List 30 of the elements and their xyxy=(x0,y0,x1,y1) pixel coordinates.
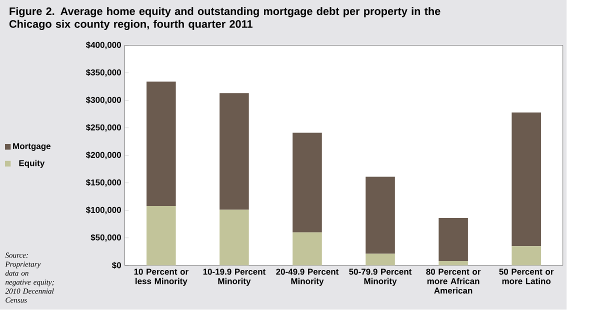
y-tick-label: $400,000 xyxy=(86,42,121,50)
bar xyxy=(220,93,249,210)
x-tick-label: 50-79.9 Percent Minority xyxy=(349,268,412,286)
bar xyxy=(512,246,541,266)
legend-label: Equity xyxy=(19,160,45,168)
bar xyxy=(438,218,468,262)
bar xyxy=(292,132,322,232)
bar xyxy=(366,176,395,254)
bar xyxy=(438,261,468,266)
bar xyxy=(146,206,176,266)
bar xyxy=(220,210,249,266)
bar xyxy=(292,232,322,266)
y-tick-label: $0 xyxy=(112,262,121,269)
y-tick-label: $300,000 xyxy=(86,96,121,104)
bar xyxy=(366,254,395,266)
y-tick-label: $250,000 xyxy=(86,124,121,132)
y-tick-label: $100,000 xyxy=(86,206,121,214)
y-tick-label: $200,000 xyxy=(86,152,121,160)
bar xyxy=(512,112,541,246)
bar xyxy=(146,82,176,206)
x-tick-label: 50 Percent or more Latino xyxy=(499,268,554,284)
legend-label: Mortgage xyxy=(13,143,51,151)
y-tick-label: $350,000 xyxy=(86,69,121,77)
x-tick-label: 10-19.9 Percent Minority xyxy=(203,268,266,286)
y-tick-label: $50,000 xyxy=(90,234,121,242)
x-tick-label: 20-49.9 Percent Minority xyxy=(276,268,339,286)
chart-title: Figure 2. Average home equity and outstanding mortgage debt per property in the Chicago six county region, fourth quarter 2011 xyxy=(9,7,440,30)
x-tick-label: 80 Percent or more African American xyxy=(426,268,481,294)
y-tick-label: $150,000 xyxy=(86,179,121,187)
x-tick-label: 10 Percent or less Minority xyxy=(134,268,188,286)
